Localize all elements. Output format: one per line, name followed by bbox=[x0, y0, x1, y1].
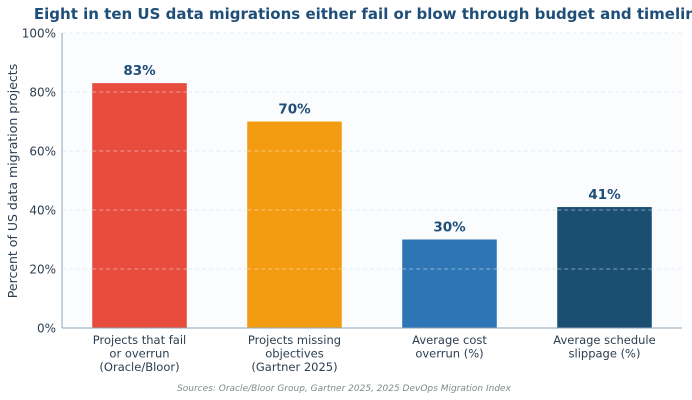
bar bbox=[247, 121, 342, 328]
x-tick-label: overrun (%) bbox=[415, 347, 483, 361]
y-tick-label: 80% bbox=[29, 86, 56, 100]
source-note: Sources: Oracle/Bloor Group, Gartner 202… bbox=[177, 384, 512, 394]
bar-value-label: 30% bbox=[433, 220, 466, 236]
bar bbox=[92, 83, 187, 329]
x-tick-label: Projects missing bbox=[248, 333, 341, 347]
x-tick-label: Projects that fail bbox=[93, 333, 187, 347]
y-tick-label: 60% bbox=[29, 145, 56, 159]
bar bbox=[402, 239, 497, 328]
chart-title: Eight in ten US data migrations either f… bbox=[34, 5, 692, 23]
grid-lines-over-bars bbox=[92, 91, 652, 270]
value-labels: 83% 70% 30% 41% bbox=[123, 63, 621, 235]
bar-value-label: 41% bbox=[588, 187, 621, 203]
x-tick-label: Average cost bbox=[412, 333, 487, 347]
x-tick-label: (Gartner 2025) bbox=[251, 360, 337, 374]
grid-lines bbox=[62, 32, 682, 270]
bars bbox=[92, 83, 652, 329]
x-tick-label: (Oracle/Bloor) bbox=[99, 360, 179, 374]
y-axis-label: Percent of US data migration projects bbox=[5, 64, 20, 298]
y-tick-label: 20% bbox=[29, 263, 56, 277]
y-axis-ticks: 0% 20% 40% 60% 80% 100% bbox=[22, 27, 56, 336]
y-tick-label: 0% bbox=[37, 322, 56, 336]
y-tick-label: 40% bbox=[29, 204, 56, 218]
bar-value-label: 70% bbox=[278, 102, 311, 118]
x-tick-label: Average schedule bbox=[553, 333, 655, 347]
bar-value-label: 83% bbox=[123, 63, 156, 79]
bar bbox=[557, 207, 652, 328]
y-tick-label: 100% bbox=[22, 27, 56, 41]
x-tick-label: objectives bbox=[265, 347, 324, 361]
x-tick-label: or overrun bbox=[109, 347, 169, 361]
x-tick-label: slippage (%) bbox=[569, 347, 641, 361]
